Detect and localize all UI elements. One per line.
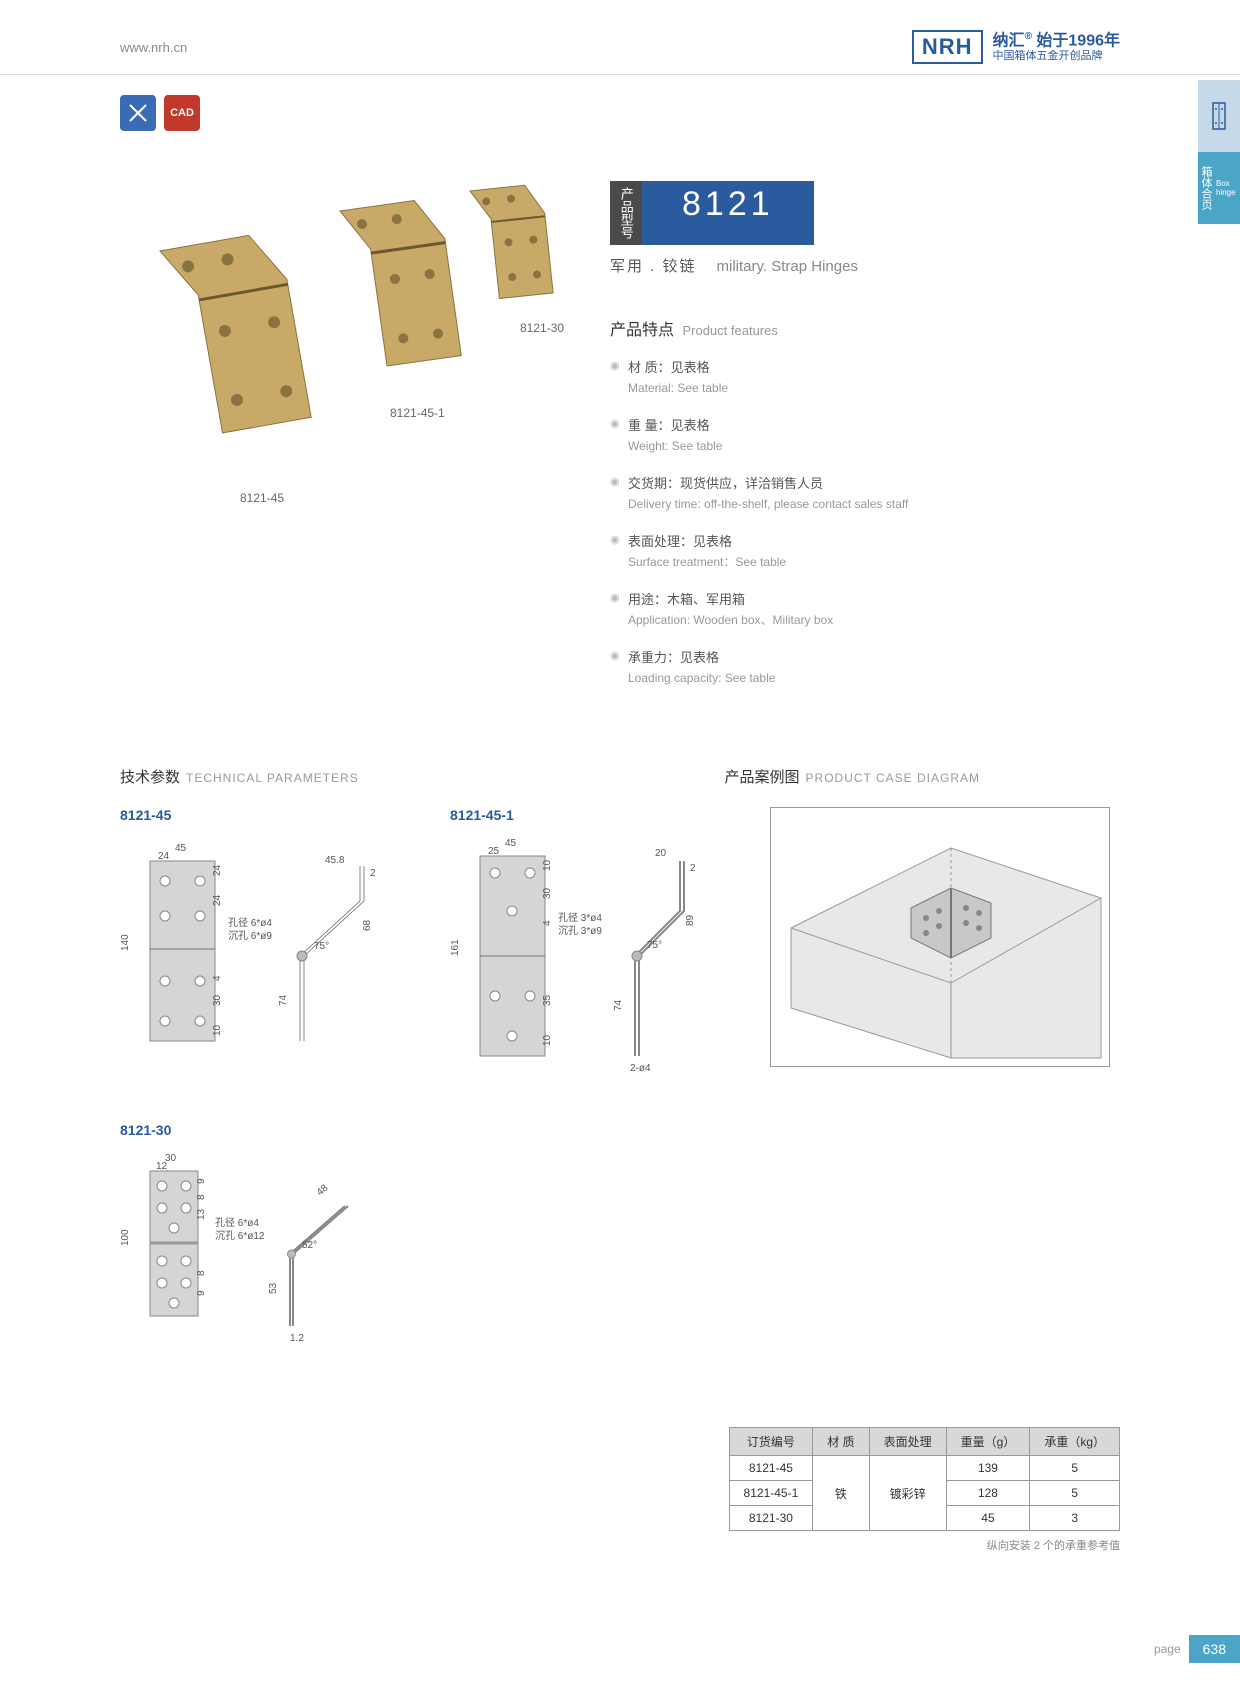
spec-table: 订货编号材 质表面处理重量（g）承重（kg） 8121-45铁镀彩锌1395 8… bbox=[729, 1427, 1120, 1531]
features-title: 产品特点 Product features bbox=[610, 316, 1120, 340]
photo-label-b: 8121-45-1 bbox=[390, 406, 445, 420]
svg-text:9: 9 bbox=[196, 1178, 207, 1184]
diagram-8121-45-1: 8121-45-1 45 25 161 10 30 4 35 10 孔径 3*ø… bbox=[450, 807, 720, 1072]
svg-text:45.8: 45.8 bbox=[325, 855, 345, 866]
photo-label-c: 8121-30 bbox=[520, 321, 564, 335]
svg-text:35: 35 bbox=[542, 994, 553, 1006]
svg-text:沉孔 6*ø12: 沉孔 6*ø12 bbox=[215, 1229, 265, 1242]
logo-mark: NRH bbox=[912, 30, 983, 64]
svg-text:74: 74 bbox=[278, 994, 289, 1006]
svg-text:10: 10 bbox=[542, 1034, 553, 1046]
case-diagram bbox=[770, 807, 1110, 1072]
technical-section: 技术参数TECHNICAL PARAMETERS 产品案例图PRODUCT CA… bbox=[0, 706, 1240, 1346]
svg-text:53: 53 bbox=[268, 1282, 279, 1294]
svg-text:100: 100 bbox=[120, 1229, 131, 1246]
svg-text:12: 12 bbox=[156, 1161, 168, 1172]
model-number: 8121 bbox=[642, 181, 814, 245]
model-label: 产品型号 bbox=[610, 181, 642, 245]
model-category: 军用 . 铰链military. Strap Hinges bbox=[610, 255, 1120, 276]
tech-params-title: 技术参数TECHNICAL PARAMETERS bbox=[120, 766, 359, 787]
svg-text:孔径 6*ø4: 孔径 6*ø4 bbox=[228, 916, 272, 929]
svg-text:24: 24 bbox=[212, 864, 223, 876]
svg-text:24: 24 bbox=[212, 894, 223, 906]
svg-text:20: 20 bbox=[655, 848, 667, 859]
svg-text:2-ø4: 2-ø4 bbox=[630, 1063, 651, 1071]
svg-text:沉孔 6*ø9: 沉孔 6*ø9 bbox=[228, 929, 272, 942]
svg-text:89: 89 bbox=[685, 914, 696, 926]
feature-item: 表面处理：见表格Surface treatment：See table bbox=[610, 532, 1120, 572]
feature-item: 重 量：见表格Weight: See table bbox=[610, 416, 1120, 456]
feature-item: 用途：木箱、军用箱Application: Wooden box、Militar… bbox=[610, 590, 1120, 630]
site-url: www.nrh.cn bbox=[120, 40, 187, 55]
features-list: 材 质：见表格Material: See table 重 量：见表格Weight… bbox=[610, 358, 1120, 688]
svg-text:75°: 75° bbox=[314, 941, 329, 952]
svg-text:8: 8 bbox=[196, 1194, 207, 1200]
svg-text:48: 48 bbox=[315, 1182, 331, 1198]
svg-text:52°: 52° bbox=[302, 1240, 317, 1251]
svg-text:24: 24 bbox=[158, 851, 170, 862]
feature-item: 承重力：见表格Loading capacity: See table bbox=[610, 648, 1120, 688]
logo-area: NRH 纳汇® 始于1996年 中国箱体五金开创品牌 bbox=[912, 30, 1120, 64]
diagram-8121-45: 8121-45 45 24 140 24 24 4 30 10 孔径 6*ø4 … bbox=[120, 807, 400, 1072]
side-tab-icon bbox=[1198, 80, 1240, 152]
svg-text:8: 8 bbox=[196, 1270, 207, 1276]
svg-text:68: 68 bbox=[362, 919, 373, 931]
svg-text:75°: 75° bbox=[647, 940, 662, 951]
svg-text:30: 30 bbox=[212, 994, 223, 1006]
product-photo: 8121-45 8121-45-1 8121-30 bbox=[120, 151, 570, 531]
svg-text:74: 74 bbox=[613, 999, 624, 1011]
diagram-8121-30: 8121-30 30 12 100 9 8 13 8 9 孔径 6*ø4 沉孔 … bbox=[120, 1122, 1120, 1346]
page-footer: page 638 bbox=[1154, 1635, 1240, 1663]
logo-sub: 中国箱体五金开创品牌 bbox=[993, 50, 1120, 63]
spec-table-area: 订货编号材 质表面处理重量（g）承重（kg） 8121-45铁镀彩锌1395 8… bbox=[729, 1417, 1120, 1553]
model-badge: 产品型号 8121 bbox=[610, 181, 1120, 245]
svg-text:10: 10 bbox=[212, 1024, 223, 1036]
case-diagram-title: 产品案例图PRODUCT CASE DIAGRAM bbox=[725, 766, 980, 787]
svg-text:沉孔 3*ø9: 沉孔 3*ø9 bbox=[558, 924, 602, 937]
svg-text:4: 4 bbox=[542, 920, 553, 926]
svg-text:孔径 6*ø4: 孔径 6*ø4 bbox=[215, 1216, 259, 1229]
table-header-row: 订货编号材 质表面处理重量（g）承重（kg） bbox=[729, 1428, 1119, 1456]
svg-text:2: 2 bbox=[690, 863, 696, 874]
svg-text:45: 45 bbox=[175, 843, 187, 854]
page-header: www.nrh.cn NRH 纳汇® 始于1996年 中国箱体五金开创品牌 bbox=[0, 0, 1240, 75]
feature-item: 交货期：现货供应，详洽销售人员Delivery time: off-the-sh… bbox=[610, 474, 1120, 514]
svg-text:45: 45 bbox=[505, 838, 517, 849]
logo-cn: 纳汇® 始于1996年 bbox=[993, 31, 1120, 51]
page-number: 638 bbox=[1189, 1635, 1240, 1663]
feature-item: 材 质：见表格Material: See table bbox=[610, 358, 1120, 398]
svg-text:4: 4 bbox=[212, 975, 223, 981]
measure-icon bbox=[120, 95, 156, 131]
table-note: 纵向安装 2 个的承重参考值 bbox=[729, 1537, 1120, 1553]
product-info: 产品型号 8121 军用 . 铰链military. Strap Hinges … bbox=[610, 151, 1120, 706]
svg-text:1.2: 1.2 bbox=[290, 1333, 304, 1344]
tool-icons: CAD bbox=[0, 95, 1240, 131]
svg-text:30: 30 bbox=[542, 887, 553, 899]
svg-text:161: 161 bbox=[450, 939, 461, 956]
svg-text:2: 2 bbox=[370, 868, 376, 879]
svg-text:9: 9 bbox=[196, 1290, 207, 1296]
svg-text:13: 13 bbox=[196, 1208, 207, 1220]
svg-text:孔径 3*ø4: 孔径 3*ø4 bbox=[558, 911, 602, 924]
table-row: 8121-45铁镀彩锌1395 bbox=[729, 1456, 1119, 1481]
side-tabs: Box hinge箱体合页 bbox=[1198, 80, 1240, 224]
svg-text:25: 25 bbox=[488, 846, 500, 857]
svg-text:140: 140 bbox=[120, 934, 131, 951]
svg-text:10: 10 bbox=[542, 859, 553, 871]
cad-icon: CAD bbox=[164, 95, 200, 131]
page-label: page bbox=[1154, 1642, 1181, 1656]
side-tab-label: Box hinge箱体合页 bbox=[1198, 152, 1240, 224]
photo-label-a: 8121-45 bbox=[240, 491, 284, 505]
